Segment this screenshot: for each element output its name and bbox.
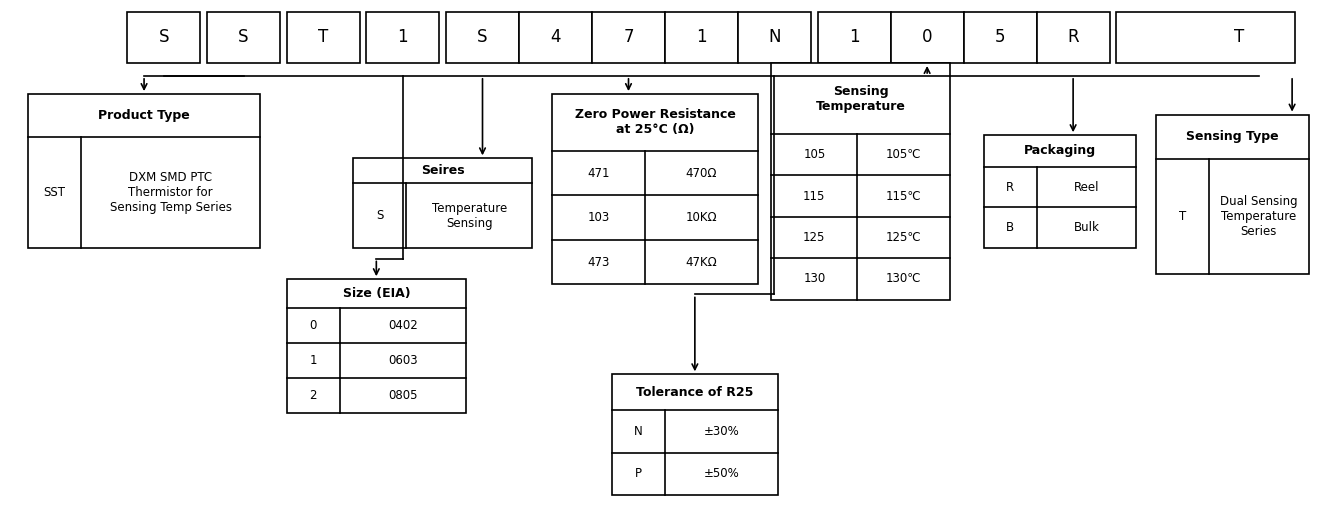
Text: SST: SST [44,186,65,199]
Text: 470Ω: 470Ω [686,166,717,180]
Text: N: N [634,425,642,438]
Text: ±30%: ±30% [704,425,739,438]
Text: 471: 471 [588,166,610,180]
Text: 5: 5 [995,28,1005,47]
Text: 105℃: 105℃ [886,148,922,161]
Bar [287,279,465,413]
Text: 115: 115 [803,190,826,203]
Text: S: S [477,28,488,47]
Text: Sensing
Temperature: Sensing Temperature [815,85,906,113]
Text: P: P [634,467,642,480]
Bar [366,12,439,63]
Bar [28,94,261,248]
Text: 1: 1 [696,28,706,47]
Text: 47KΩ: 47KΩ [686,255,717,268]
Text: T: T [1178,210,1186,223]
Text: 0402: 0402 [388,320,418,332]
Text: Temperature
Sensing: Temperature Sensing [432,202,507,230]
Text: 125: 125 [803,231,826,244]
Text: Tolerance of R25: Tolerance of R25 [636,386,754,399]
Text: 4: 4 [551,28,561,47]
Text: T: T [318,28,329,47]
Text: 473: 473 [588,255,610,268]
Text: ±50%: ±50% [704,467,739,480]
Bar [891,12,964,63]
Bar [552,94,758,284]
Text: 0: 0 [310,320,317,332]
Bar [771,63,951,300]
Text: Seires: Seires [420,164,464,177]
Text: N: N [769,28,781,47]
Bar [964,12,1036,63]
Bar [446,12,519,63]
Text: Size (EIA): Size (EIA) [343,287,410,300]
Bar [287,12,359,63]
Bar [612,374,778,495]
Text: Reel: Reel [1073,180,1099,194]
Bar [1156,115,1309,274]
Text: 0603: 0603 [388,354,418,367]
Bar [818,12,891,63]
Text: 10KΩ: 10KΩ [686,211,717,224]
Text: 7: 7 [624,28,634,47]
Text: S: S [238,28,249,47]
Text: Zero Power Resistance
at 25°C (Ω): Zero Power Resistance at 25°C (Ω) [575,109,735,136]
Text: B: B [1005,221,1015,234]
Text: 0805: 0805 [388,389,418,402]
Bar [738,12,811,63]
Bar [128,12,201,63]
Text: R: R [1005,180,1015,194]
Bar [983,135,1136,248]
Text: 115℃: 115℃ [886,190,922,203]
Bar [1116,12,1295,63]
Bar [665,12,738,63]
Bar [1036,12,1109,63]
Text: Sensing Type: Sensing Type [1186,130,1278,143]
Bar [592,12,665,63]
Text: R: R [1067,28,1079,47]
Bar [207,12,281,63]
Text: 130: 130 [803,272,826,285]
Text: 130℃: 130℃ [886,272,922,285]
Text: Dual Sensing
Temperature
Series: Dual Sensing Temperature Series [1220,195,1298,238]
Text: S: S [376,209,383,222]
Text: DXM SMD PTC
Thermistor for
Sensing Temp Series: DXM SMD PTC Thermistor for Sensing Temp … [109,171,231,214]
Text: Bulk: Bulk [1073,221,1100,234]
Text: Product Type: Product Type [98,109,190,122]
Text: 1: 1 [310,354,317,367]
Text: 1: 1 [398,28,408,47]
Text: 105: 105 [803,148,826,161]
Text: T: T [1234,28,1244,47]
Bar [519,12,592,63]
Text: 1: 1 [849,28,859,47]
Text: S: S [158,28,169,47]
Text: 125℃: 125℃ [886,231,922,244]
Text: 103: 103 [588,211,609,224]
Text: 0: 0 [922,28,932,47]
Text: 2: 2 [310,389,317,402]
Bar [352,158,532,248]
Text: Packaging: Packaging [1024,144,1096,157]
